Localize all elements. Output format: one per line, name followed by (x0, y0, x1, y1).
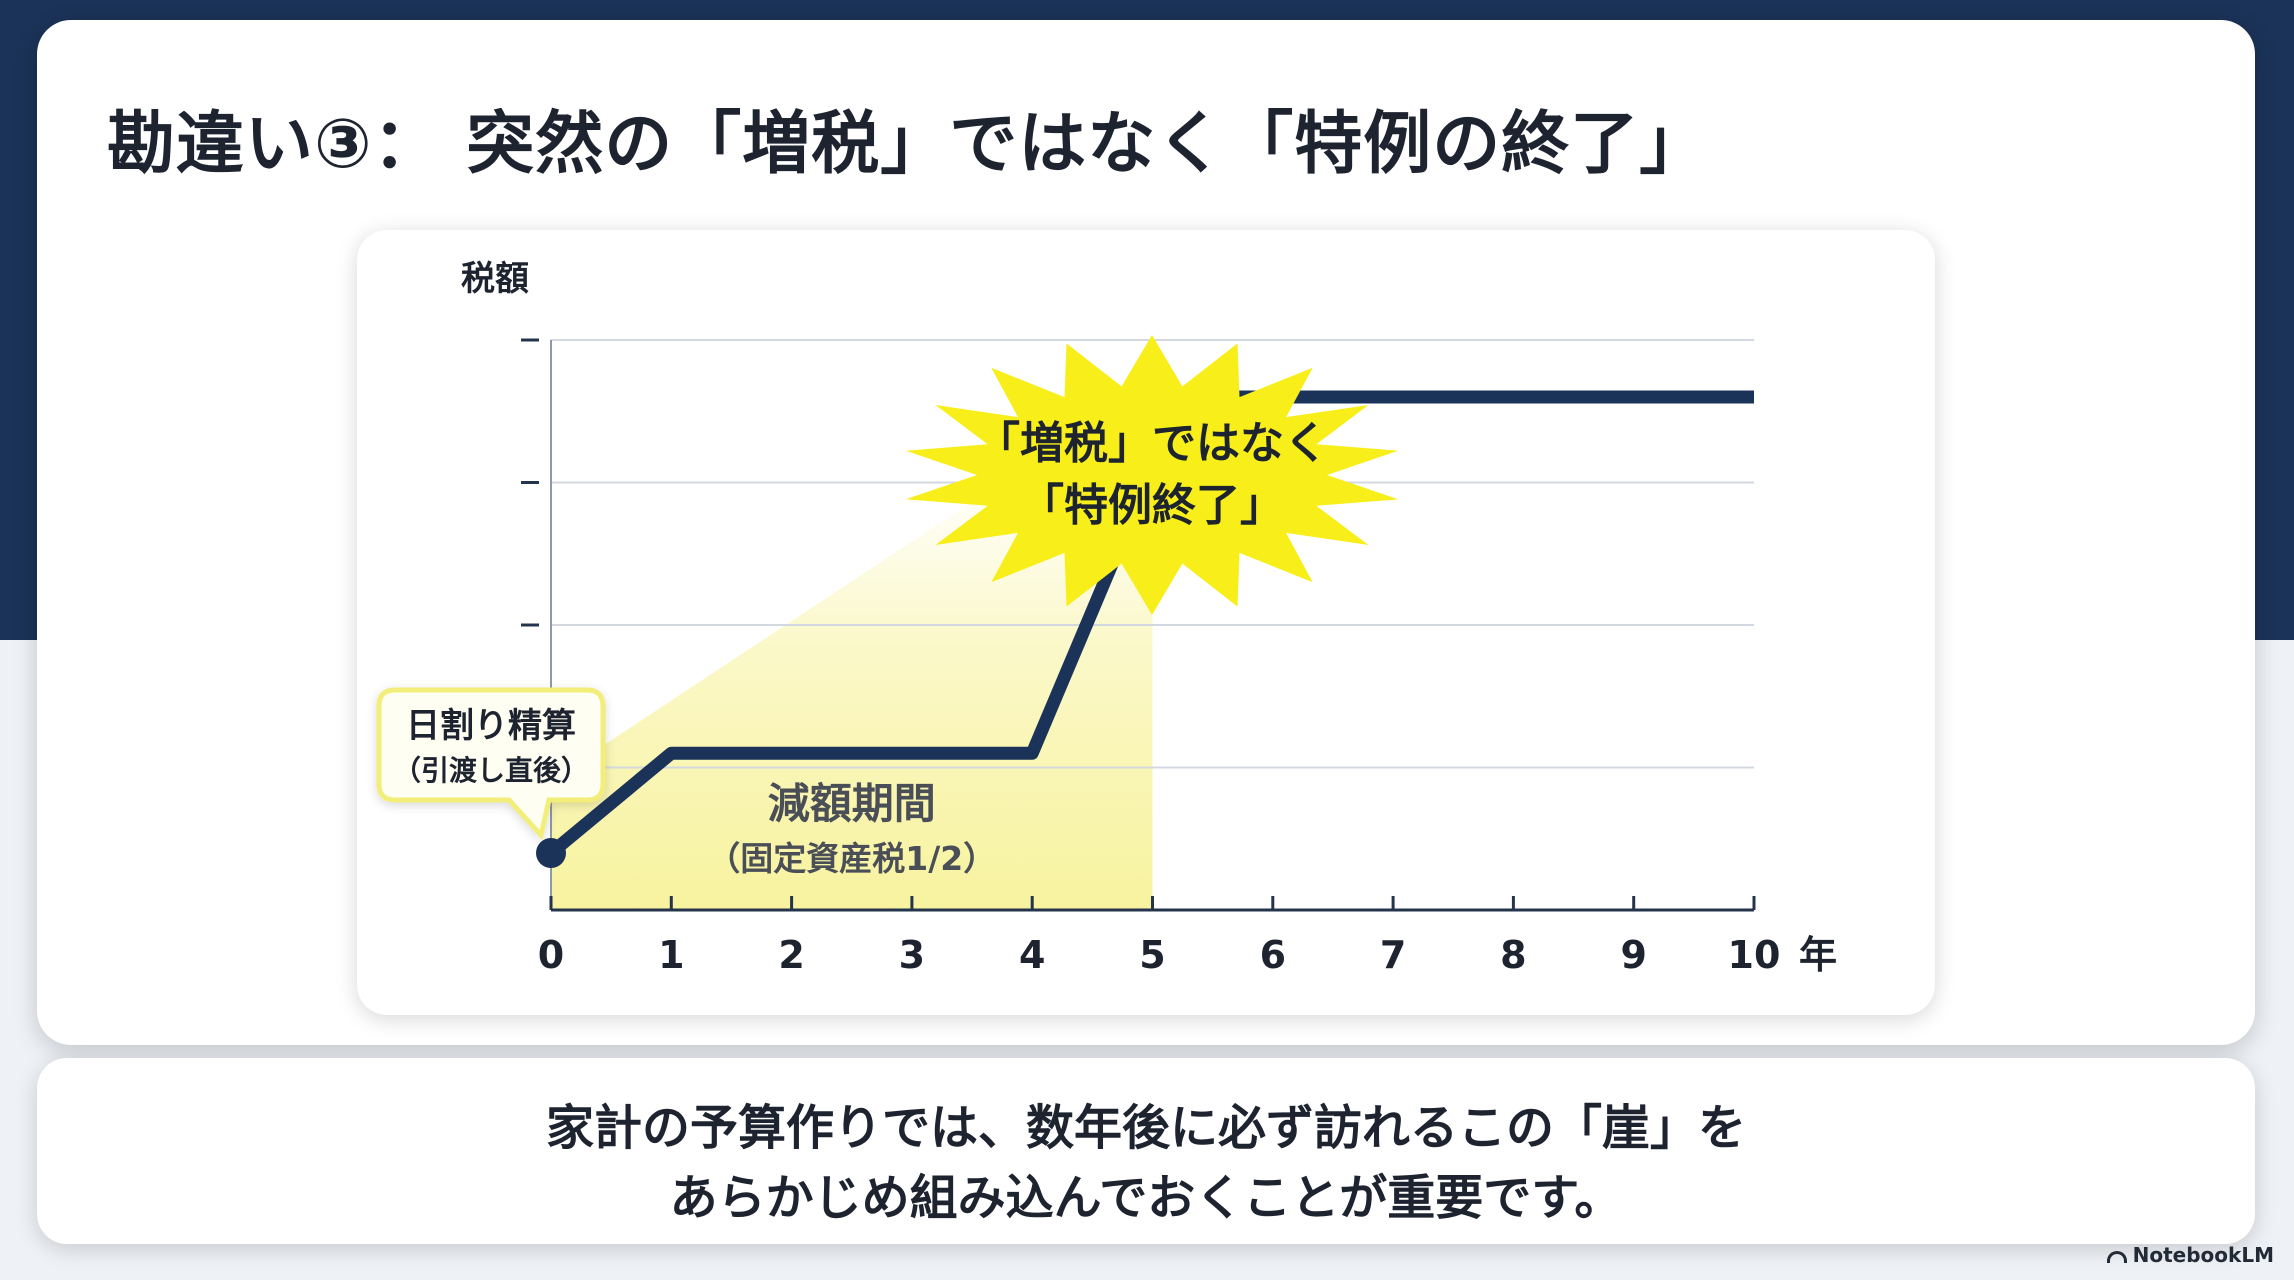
x-tick-label: 3 (899, 933, 925, 977)
start-callout: 日割り精算 （引渡し直後） (376, 687, 606, 841)
start-callout-title: 日割り精算 (406, 706, 576, 746)
x-axis-label: 年 (1799, 933, 1837, 977)
start-callout-subtitle: （引渡し直後） (393, 754, 589, 787)
x-tick-label: 5 (1139, 933, 1165, 977)
chart-panel: 0 1 2 3 4 5 6 7 8 9 10 税額 年 減額期間 （固定資産税1/2） 日割り精算 … (357, 230, 1935, 1015)
reduction-period-highlight (551, 475, 1153, 910)
y-axis-label: 税額 (461, 259, 529, 299)
x-tick-label: 1 (658, 933, 684, 977)
reduction-period-sublabel: （固定資産税1/2） (707, 839, 996, 878)
start-point-marker (536, 838, 566, 868)
x-axis-ticks (549, 896, 1756, 910)
x-tick-label: 4 (1019, 933, 1045, 977)
starburst-line1: 「増税」ではなく (976, 418, 1328, 469)
x-tick-label: 6 (1260, 933, 1286, 977)
message-card: 家計の予算作りでは、数年後に必ず訪れるこの「崖」を あらかじめ組み込んでおくこと… (37, 1058, 2255, 1244)
slide-title: 勘違い③： 突然の「増税」ではなく「特例の終了」 (107, 105, 1709, 184)
x-tick-label: 7 (1380, 933, 1406, 977)
x-axis-tick-labels: 0 1 2 3 4 5 6 7 8 9 10 (538, 933, 1781, 977)
message-line-1: 家計の予算作りでは、数年後に必ず訪れるこの「崖」を (545, 1100, 1746, 1156)
x-tick-label: 9 (1620, 933, 1646, 977)
x-tick-label: 0 (538, 933, 564, 977)
reduction-period-label: 減額期間 (768, 779, 936, 828)
starburst-line2: 「特例終了」 (1020, 480, 1284, 531)
tax-chart: 0 1 2 3 4 5 6 7 8 9 10 税額 年 減額期間 （固定資産税1/2） 日割り精算 … (376, 259, 1837, 977)
x-tick-label: 10 (1728, 933, 1781, 977)
brand-name: NotebookLM (2132, 1243, 2274, 1267)
x-tick-label: 2 (778, 933, 804, 977)
x-tick-label: 8 (1500, 933, 1526, 977)
start-callout-box (376, 687, 606, 841)
tax-amount-line (546, 390, 1754, 859)
message-line-2: あらかじめ組み込んでおくことが重要です。 (669, 1170, 1623, 1226)
notebooklm-logo-icon (2106, 1251, 2127, 1263)
brand-watermark: NotebookLM (2106, 1243, 2274, 1267)
starburst-shape (905, 335, 1399, 615)
starburst-callout: 「増税」ではなく 「特例終了」 (905, 335, 1399, 615)
